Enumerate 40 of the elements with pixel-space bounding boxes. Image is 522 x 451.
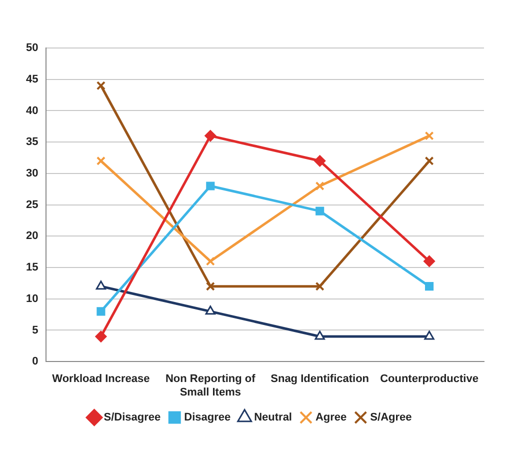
y-tick-label: 35 [26,136,38,148]
x-tick-label: Workload Increase [52,373,150,386]
point [315,181,324,191]
legend-label: Disagree [184,412,231,424]
point [424,256,436,267]
point [205,306,216,315]
y-tick-label: 10 [26,292,38,305]
y-tick-label: 0 [32,356,38,368]
point [424,156,434,166]
point [95,330,107,342]
point [96,307,106,316]
legend-label: Neutral [254,412,292,424]
point [96,280,106,290]
x-tick-label: Counterproductive [380,373,478,386]
point [314,330,325,340]
point [314,155,326,167]
y-tick-label: 5 [32,324,38,336]
y-tick-label: 25 [26,198,38,211]
point [206,282,215,291]
point [315,282,324,291]
legend-label: Agree [315,412,347,424]
x-tick-label: Snag Identification [270,373,370,386]
y-tick-label: 30 [26,167,38,180]
legend-label: S/Agree [370,412,412,424]
y-tick-label: 40 [26,104,38,117]
point [424,282,434,291]
x-tick-label: Non Reporting of Small Items [165,373,256,398]
y-tick-label: 15 [26,262,38,274]
point [424,330,434,340]
point [96,156,106,166]
point [316,206,324,216]
y-tick-label: 45 [26,73,38,86]
point [204,130,216,142]
point [96,81,106,90]
y-tick-label: 50 [26,42,38,54]
point [206,182,215,190]
legend-label: S/Disagree [104,412,161,424]
point [424,131,434,140]
point [206,256,215,266]
y-tick-label: 20 [26,230,38,242]
